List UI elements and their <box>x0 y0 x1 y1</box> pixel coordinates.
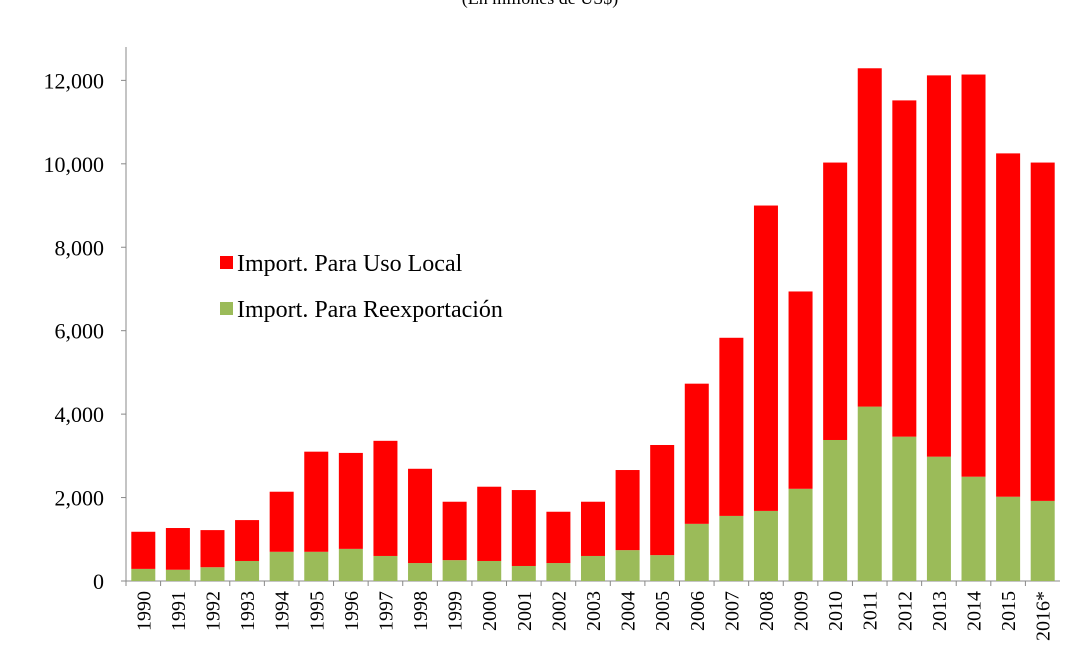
bar-segment <box>823 439 848 581</box>
bar-segment <box>684 383 709 524</box>
bar-segment <box>926 75 951 457</box>
x-tick-label: 1998 <box>410 591 432 631</box>
bar-segment <box>823 162 848 440</box>
x-tick-label: 2005 <box>652 591 674 631</box>
bar-segment <box>1030 500 1055 581</box>
x-tick-label: 2014 <box>964 591 986 631</box>
x-tick-label: 2001 <box>514 591 536 631</box>
x-tick-label: 2012 <box>894 591 916 631</box>
y-tick-label: 4,000 <box>55 402 105 427</box>
bar-segment <box>131 568 156 581</box>
x-tick-label: 2000 <box>479 591 501 631</box>
bar-segment <box>926 456 951 581</box>
bar-segment <box>961 476 986 581</box>
bar-segment <box>131 531 156 569</box>
x-tick-label: 1993 <box>237 591 259 631</box>
bar-segment <box>304 451 329 552</box>
bar-segment <box>961 74 986 477</box>
bar-segment <box>477 486 502 561</box>
y-tick-label: 0 <box>93 569 104 594</box>
bar-segment <box>408 468 433 564</box>
bar-segment <box>304 551 329 581</box>
x-tick-label: 2002 <box>548 591 570 631</box>
bar-segment <box>442 501 467 561</box>
x-tick-label: 2004 <box>618 591 640 631</box>
bar-segment <box>996 153 1021 497</box>
legend-swatch <box>220 302 233 315</box>
bar-segment <box>546 563 571 581</box>
x-tick-label: 2009 <box>791 591 813 631</box>
bar-segment <box>615 550 640 581</box>
x-tick-label: 1996 <box>341 591 363 631</box>
bar-segment <box>753 510 778 581</box>
bar-segment <box>892 100 917 437</box>
x-tick-label: 1997 <box>375 591 397 631</box>
x-tick-label: 1994 <box>272 591 294 631</box>
bar-segment <box>581 501 605 556</box>
y-tick-label: 10,000 <box>44 152 105 177</box>
bar-segment <box>615 470 640 551</box>
y-tick-label: 2,000 <box>55 486 105 511</box>
x-tick-label: 2007 <box>721 591 743 631</box>
chart-subtitle: (En millones de US$) <box>462 0 618 9</box>
bar-segment <box>857 406 882 581</box>
bar-segment <box>338 452 363 549</box>
bar-segment <box>200 567 225 581</box>
bar-segment <box>200 530 225 568</box>
bar-segment <box>269 551 294 581</box>
x-tick-label: 2010 <box>825 591 847 631</box>
x-tick-label: 1991 <box>168 591 190 631</box>
bar-segment <box>511 565 536 581</box>
y-tick-label: 12,000 <box>44 68 105 93</box>
bar-segment <box>373 440 398 556</box>
bar-segment <box>650 555 675 581</box>
y-tick-label: 6,000 <box>55 319 105 344</box>
bar-segment <box>269 491 294 552</box>
bar-segment <box>753 205 778 511</box>
x-tick-label: 2008 <box>756 591 778 631</box>
bar-segment <box>788 488 813 581</box>
legend-label: Import. Para Uso Local <box>237 251 463 277</box>
bar-segment <box>581 555 605 581</box>
x-tick-label: 2003 <box>583 591 605 631</box>
bar-segment <box>511 490 536 566</box>
bar-segment <box>650 444 675 556</box>
bar-segment <box>373 555 398 581</box>
bar-segment <box>719 515 744 581</box>
x-tick-label: 1992 <box>202 591 224 631</box>
bar-segment <box>857 68 882 407</box>
bar-segment <box>996 496 1021 581</box>
x-tick-label: 1995 <box>306 591 328 631</box>
legend-label: Import. Para Reexportación <box>237 297 503 323</box>
bar-segment <box>165 528 190 570</box>
bar-segment <box>235 560 260 581</box>
bar-segment <box>1030 162 1055 501</box>
x-tick-label: 2016* <box>1033 591 1055 641</box>
bar-segment <box>235 520 260 561</box>
bar-segment <box>408 563 433 581</box>
x-tick-label: 2015 <box>998 591 1020 631</box>
legend-swatch <box>220 256 233 269</box>
x-tick-label: 2013 <box>929 591 951 631</box>
bar-segment <box>338 548 363 581</box>
bar-segment <box>892 436 917 581</box>
x-tick-label: 2011 <box>860 591 882 630</box>
x-tick-label: 1990 <box>133 591 155 631</box>
x-tick-label: 1999 <box>445 591 467 631</box>
bar-segment <box>719 337 744 516</box>
bar-segment <box>442 560 467 581</box>
bar-segment <box>788 291 813 489</box>
bar-segment <box>546 511 571 564</box>
x-tick-label: 2006 <box>687 591 709 631</box>
bar-segment <box>165 569 190 581</box>
bar-segment <box>477 560 502 581</box>
y-tick-label: 8,000 <box>55 235 105 260</box>
bar-segment <box>684 523 709 581</box>
